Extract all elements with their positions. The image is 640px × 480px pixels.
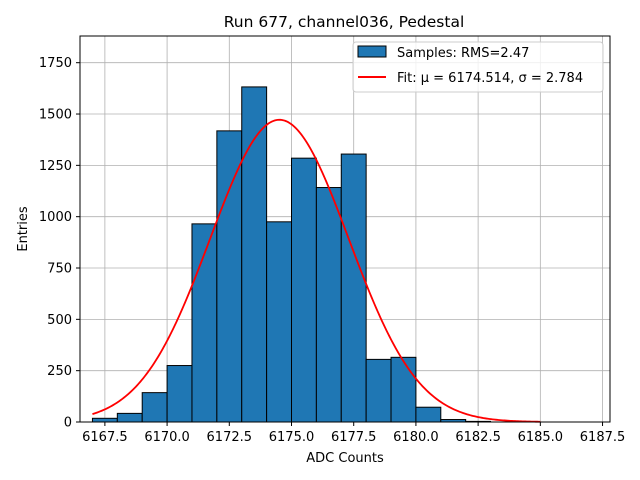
chart-title: Run 677, channel036, Pedestal [224,13,465,31]
y-axis: 0 250 500 750 1000 1250 1500 1750 [39,56,80,431]
y-tick-label: 0 [64,416,72,431]
y-tick-label: 1250 [39,159,72,174]
histogram-bar [216,130,243,423]
legend-frame [352,41,604,93]
y-tick-label: 1500 [39,108,72,123]
histogram-bar [415,406,442,423]
histogram-bar [291,157,317,423]
y-tick-label: 250 [47,364,72,379]
histogram-bar [166,365,193,423]
legend-label-fit: Fit: μ = 6174.514, σ = 2.784 [397,71,583,86]
y-tick-label: 750 [47,262,72,277]
histogram-bar [266,221,293,423]
histogram-bars [91,86,492,423]
x-tick-label: 6175.0 [269,430,315,445]
histogram-bar [390,356,417,423]
x-tick-label: 6180.0 [393,430,439,445]
x-tick-label: 6182.5 [455,430,501,445]
y-tick-label: 500 [47,313,72,328]
x-tick-label: 6185.0 [518,430,564,445]
histogram-bar [315,187,342,423]
fit-line [92,118,541,423]
plot-frame [79,35,611,423]
legend: Samples: RMS=2.47 Fit: μ = 6174.514, σ =… [352,41,604,93]
y-tick-label: 1000 [39,210,72,225]
x-tick-label: 6187.5 [580,430,626,445]
x-tick-label: 6170.0 [144,430,190,445]
x-tick-label: 6177.5 [331,430,377,445]
histogram-bar [116,412,143,423]
histogram-bar [241,86,268,423]
histogram-bar [340,153,367,423]
histogram-bar [141,392,168,423]
histogram-bar [365,358,392,423]
y-tick-label: 1750 [39,56,72,71]
legend-label-samples: Samples: RMS=2.47 [397,46,529,61]
histogram-bar [91,417,118,423]
x-tick-label: 6167.5 [82,430,128,445]
x-tick-label: 6172.5 [207,430,253,445]
x-axis-title: ADC Counts [306,451,384,466]
y-axis-title: Entries [16,206,31,252]
legend-swatch-samples [357,45,387,58]
fit-curve [92,118,541,423]
x-axis: 6167.5 6170.0 6172.5 6175.0 6177.5 6180.0 6182… [82,422,625,445]
